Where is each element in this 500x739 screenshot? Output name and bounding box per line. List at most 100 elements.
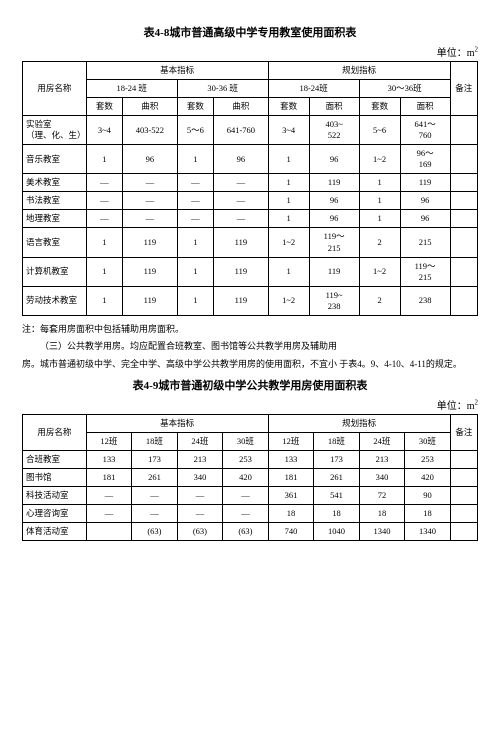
table-row: 语言教室111911191~2119～2152215: [23, 228, 478, 257]
cell: 213: [177, 451, 223, 469]
cell: (63): [223, 523, 269, 541]
cell: 3~4: [86, 116, 122, 145]
cell: —: [177, 210, 213, 228]
col-24: 24班: [359, 432, 405, 450]
cell: 213: [359, 451, 405, 469]
cell: —: [86, 210, 122, 228]
cell: 3~4: [268, 116, 309, 145]
table-row: 合班教室133173213253133173213253: [23, 451, 478, 469]
table-4-8: 用房名称 基本指标 规划指标 备注 18-24 班 30-36 班 18-24班…: [22, 61, 478, 316]
cell: —: [132, 505, 178, 523]
cell: —: [86, 505, 132, 523]
cell: 90: [405, 487, 451, 505]
cell: 96: [400, 210, 450, 228]
cell: 173: [314, 451, 360, 469]
col-area: 曲积: [123, 98, 178, 116]
cell: 253: [223, 451, 269, 469]
beizhu-cell: [450, 286, 477, 315]
table-row: 心理咨询室————18181818: [23, 505, 478, 523]
cell: 18: [268, 505, 314, 523]
note-line-3: 房。城市普通初级中学、完全中学、高级中学公共教学用房的使用面积，不宜小 于表4。…: [22, 357, 478, 371]
beizhu-cell: [450, 192, 477, 210]
cell: 1040: [314, 523, 360, 541]
table-4-8-unit: 单位：m2: [22, 44, 478, 59]
row-label: 美术教室: [23, 174, 87, 192]
cell: 1: [359, 192, 400, 210]
table-row: 实验室（理、化、生）3~4403-5225～6641-7603~4403~522…: [23, 116, 478, 145]
cell: 1: [86, 286, 122, 315]
cell: 261: [132, 469, 178, 487]
cell: 340: [177, 469, 223, 487]
cell: —: [86, 174, 122, 192]
cell: 541: [314, 487, 360, 505]
cell: (63): [132, 523, 178, 541]
row-label: 音乐教室: [23, 145, 87, 174]
col-g3: 18-24班: [268, 80, 359, 98]
cell: 18: [405, 505, 451, 523]
cell: 238: [400, 286, 450, 315]
cell: 1~2: [359, 145, 400, 174]
col-12: 12班: [86, 432, 132, 450]
col-basic: 基本指标: [86, 62, 268, 80]
cell: —: [214, 192, 269, 210]
col-24: 24班: [177, 432, 223, 450]
table-row: 劳动技术教室111911191~2119~2382238: [23, 286, 478, 315]
col-room-name: 用房名称: [23, 414, 87, 450]
cell: 133: [86, 451, 132, 469]
table-row: 科技活动室————3615417290: [23, 487, 478, 505]
col-18: 18班: [132, 432, 178, 450]
col-area: 面积: [400, 98, 450, 116]
cell: 1: [86, 257, 122, 286]
row-label: 书法教室: [23, 192, 87, 210]
cell: 1: [177, 257, 213, 286]
cell: 1~2: [359, 257, 400, 286]
row-label: 图书馆: [23, 469, 87, 487]
cell: —: [177, 192, 213, 210]
row-label: 心理咨询室: [23, 505, 87, 523]
cell: 2: [359, 286, 400, 315]
col-num: 套数: [177, 98, 213, 116]
row-label: 实验室（理、化、生）: [23, 116, 87, 145]
cell: 1: [86, 228, 122, 257]
cell: —: [86, 192, 122, 210]
cell: —: [123, 174, 178, 192]
cell: 119: [123, 228, 178, 257]
cell: 1: [177, 228, 213, 257]
cell: 261: [314, 469, 360, 487]
row-label: 劳动技术教室: [23, 286, 87, 315]
cell: —: [123, 192, 178, 210]
cell: 1: [359, 174, 400, 192]
cell: 641-760: [214, 116, 269, 145]
cell: 119: [309, 174, 359, 192]
beizhu-cell: [450, 174, 477, 192]
cell: 2: [359, 228, 400, 257]
cell: 119: [214, 228, 269, 257]
cell: 420: [223, 469, 269, 487]
beizhu-cell: [450, 145, 477, 174]
cell: 1~2: [268, 228, 309, 257]
cell: 5～6: [177, 116, 213, 145]
col-30: 30班: [405, 432, 451, 450]
cell: —: [223, 505, 269, 523]
col-g1: 18-24 班: [86, 80, 177, 98]
cell: —: [214, 210, 269, 228]
cell: 173: [132, 451, 178, 469]
cell: 119～215: [309, 228, 359, 257]
cell: 96: [309, 210, 359, 228]
table-4-9: 用房名称 基本指标 规划指标 备注 12班 18班 24班 30班 12班 18…: [22, 414, 478, 541]
row-label: 地理教室: [23, 210, 87, 228]
col-g4: 30～36班: [359, 80, 450, 98]
cell: 1340: [405, 523, 451, 541]
cell: 119: [400, 174, 450, 192]
table-row: 图书馆181261340420181261340420: [23, 469, 478, 487]
cell: 361: [268, 487, 314, 505]
beizhu-cell: [450, 505, 477, 523]
col-18: 18班: [314, 432, 360, 450]
cell: 96: [309, 192, 359, 210]
beizhu-cell: [450, 116, 477, 145]
cell: —: [214, 174, 269, 192]
cell: 1~2: [268, 286, 309, 315]
cell: (63): [177, 523, 223, 541]
col-beizhu: 备注: [450, 414, 477, 450]
cell: 119: [123, 257, 178, 286]
